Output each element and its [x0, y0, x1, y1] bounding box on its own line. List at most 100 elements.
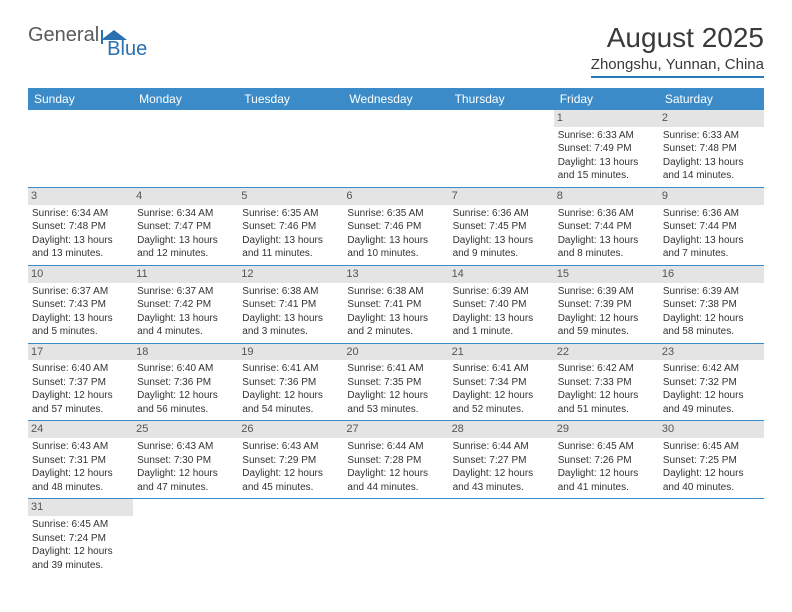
sunrise-text: Sunrise: 6:43 AM	[32, 440, 129, 454]
sunset-text: Sunset: 7:48 PM	[32, 220, 129, 234]
sunset-text: Sunset: 7:41 PM	[347, 298, 444, 312]
calendar-cell	[449, 110, 554, 187]
sunrise-text: Sunrise: 6:36 AM	[558, 207, 655, 221]
day-number: 8	[554, 188, 659, 205]
day-number: 12	[238, 266, 343, 283]
daylight-text: Daylight: 12 hours and 51 minutes.	[558, 389, 655, 416]
day-number: 18	[133, 344, 238, 361]
calendar-cell	[343, 110, 448, 187]
sunrise-text: Sunrise: 6:45 AM	[558, 440, 655, 454]
calendar-cell	[238, 499, 343, 576]
day-number: 24	[28, 421, 133, 438]
day-number: 4	[133, 188, 238, 205]
day-number: 20	[343, 344, 448, 361]
day-number: 17	[28, 344, 133, 361]
sunrise-text: Sunrise: 6:41 AM	[453, 362, 550, 376]
daylight-text: Daylight: 12 hours and 43 minutes.	[453, 467, 550, 494]
sunrise-text: Sunrise: 6:44 AM	[347, 440, 444, 454]
sunset-text: Sunset: 7:38 PM	[663, 298, 760, 312]
calendar-cell	[133, 110, 238, 187]
day-number: 16	[659, 266, 764, 283]
sunset-text: Sunset: 7:28 PM	[347, 454, 444, 468]
calendar-cell	[449, 499, 554, 576]
sunset-text: Sunset: 7:30 PM	[137, 454, 234, 468]
daylight-text: Daylight: 12 hours and 40 minutes.	[663, 467, 760, 494]
calendar-cell	[343, 499, 448, 576]
sunrise-text: Sunrise: 6:34 AM	[137, 207, 234, 221]
daylight-text: Daylight: 13 hours and 12 minutes.	[137, 234, 234, 261]
calendar-cell: 1Sunrise: 6:33 AMSunset: 7:49 PMDaylight…	[554, 110, 659, 187]
sunrise-text: Sunrise: 6:39 AM	[453, 285, 550, 299]
logo: General Blue	[28, 22, 147, 47]
daylight-text: Daylight: 12 hours and 49 minutes.	[663, 389, 760, 416]
day-number: 3	[28, 188, 133, 205]
day-header: Tuesday	[238, 88, 343, 110]
sunrise-text: Sunrise: 6:34 AM	[32, 207, 129, 221]
logo-text-general: General	[28, 24, 99, 47]
calendar-cell: 16Sunrise: 6:39 AMSunset: 7:38 PMDayligh…	[659, 265, 764, 343]
calendar-cell	[133, 499, 238, 576]
sunrise-text: Sunrise: 6:37 AM	[137, 285, 234, 299]
daylight-text: Daylight: 13 hours and 9 minutes.	[453, 234, 550, 261]
sunset-text: Sunset: 7:41 PM	[242, 298, 339, 312]
daylight-text: Daylight: 13 hours and 2 minutes.	[347, 312, 444, 339]
daylight-text: Daylight: 13 hours and 15 minutes.	[558, 156, 655, 183]
sunrise-text: Sunrise: 6:35 AM	[242, 207, 339, 221]
daylight-text: Daylight: 13 hours and 4 minutes.	[137, 312, 234, 339]
calendar-cell: 28Sunrise: 6:44 AMSunset: 7:27 PMDayligh…	[449, 421, 554, 499]
sunset-text: Sunset: 7:31 PM	[32, 454, 129, 468]
sunset-text: Sunset: 7:46 PM	[347, 220, 444, 234]
day-number: 26	[238, 421, 343, 438]
daylight-text: Daylight: 13 hours and 5 minutes.	[32, 312, 129, 339]
sunset-text: Sunset: 7:39 PM	[558, 298, 655, 312]
day-number: 2	[659, 110, 764, 127]
calendar-cell	[554, 499, 659, 576]
day-number: 15	[554, 266, 659, 283]
calendar-row: 24Sunrise: 6:43 AMSunset: 7:31 PMDayligh…	[28, 421, 764, 499]
sunrise-text: Sunrise: 6:33 AM	[663, 129, 760, 143]
sunset-text: Sunset: 7:48 PM	[663, 142, 760, 156]
sunrise-text: Sunrise: 6:36 AM	[663, 207, 760, 221]
daylight-text: Daylight: 13 hours and 10 minutes.	[347, 234, 444, 261]
day-number: 10	[28, 266, 133, 283]
day-number: 1	[554, 110, 659, 127]
sunrise-text: Sunrise: 6:38 AM	[242, 285, 339, 299]
calendar-cell: 23Sunrise: 6:42 AMSunset: 7:32 PMDayligh…	[659, 343, 764, 421]
sunrise-text: Sunrise: 6:42 AM	[663, 362, 760, 376]
day-number: 23	[659, 344, 764, 361]
calendar-cell: 14Sunrise: 6:39 AMSunset: 7:40 PMDayligh…	[449, 265, 554, 343]
calendar-cell: 5Sunrise: 6:35 AMSunset: 7:46 PMDaylight…	[238, 187, 343, 265]
sunrise-text: Sunrise: 6:40 AM	[137, 362, 234, 376]
calendar-cell: 19Sunrise: 6:41 AMSunset: 7:36 PMDayligh…	[238, 343, 343, 421]
sunrise-text: Sunrise: 6:42 AM	[558, 362, 655, 376]
sunset-text: Sunset: 7:46 PM	[242, 220, 339, 234]
calendar-cell: 24Sunrise: 6:43 AMSunset: 7:31 PMDayligh…	[28, 421, 133, 499]
day-number: 25	[133, 421, 238, 438]
day-header: Wednesday	[343, 88, 448, 110]
sunset-text: Sunset: 7:36 PM	[137, 376, 234, 390]
calendar-cell	[238, 110, 343, 187]
sunset-text: Sunset: 7:27 PM	[453, 454, 550, 468]
day-number: 22	[554, 344, 659, 361]
sunrise-text: Sunrise: 6:45 AM	[663, 440, 760, 454]
calendar-cell: 18Sunrise: 6:40 AMSunset: 7:36 PMDayligh…	[133, 343, 238, 421]
daylight-text: Daylight: 13 hours and 3 minutes.	[242, 312, 339, 339]
sunset-text: Sunset: 7:34 PM	[453, 376, 550, 390]
calendar-cell: 7Sunrise: 6:36 AMSunset: 7:45 PMDaylight…	[449, 187, 554, 265]
day-number: 27	[343, 421, 448, 438]
day-number: 29	[554, 421, 659, 438]
sunrise-text: Sunrise: 6:43 AM	[137, 440, 234, 454]
calendar-cell: 2Sunrise: 6:33 AMSunset: 7:48 PMDaylight…	[659, 110, 764, 187]
calendar-row: 10Sunrise: 6:37 AMSunset: 7:43 PMDayligh…	[28, 265, 764, 343]
day-header-row: Sunday Monday Tuesday Wednesday Thursday…	[28, 88, 764, 110]
sunrise-text: Sunrise: 6:41 AM	[242, 362, 339, 376]
sunrise-text: Sunrise: 6:38 AM	[347, 285, 444, 299]
sunset-text: Sunset: 7:25 PM	[663, 454, 760, 468]
calendar-cell: 27Sunrise: 6:44 AMSunset: 7:28 PMDayligh…	[343, 421, 448, 499]
day-number: 30	[659, 421, 764, 438]
calendar-cell: 8Sunrise: 6:36 AMSunset: 7:44 PMDaylight…	[554, 187, 659, 265]
page-title: August 2025	[591, 22, 764, 54]
sunrise-text: Sunrise: 6:39 AM	[663, 285, 760, 299]
day-number: 6	[343, 188, 448, 205]
daylight-text: Daylight: 12 hours and 45 minutes.	[242, 467, 339, 494]
